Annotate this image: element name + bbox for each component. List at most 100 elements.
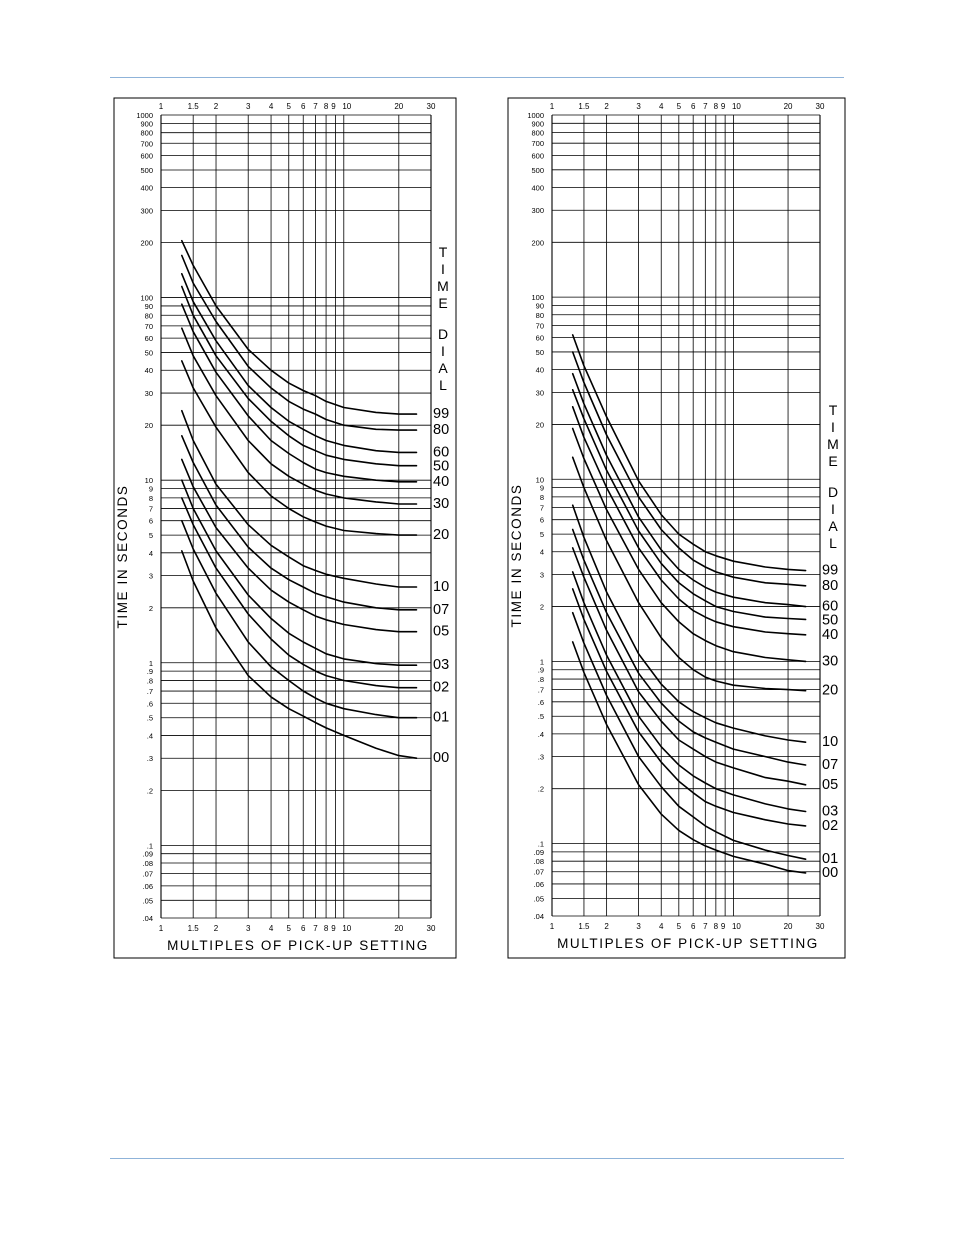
curve-50 bbox=[181, 285, 418, 467]
y-tick-label: 300 bbox=[531, 206, 544, 215]
y-tick-label: .9 bbox=[147, 667, 153, 676]
y-tick-label: 200 bbox=[140, 239, 153, 248]
y-tick-label: .04 bbox=[143, 914, 153, 923]
dial-title-letter: T bbox=[829, 402, 838, 418]
y-tick-label: 50 bbox=[145, 349, 153, 358]
x-tick-label-bottom: 3 bbox=[636, 922, 641, 931]
curve-label-30: 30 bbox=[433, 496, 449, 512]
y-tick-label: 800 bbox=[140, 129, 153, 138]
y-tick-label: 30 bbox=[145, 389, 153, 398]
y-tick-label: 10 bbox=[536, 475, 544, 484]
y-tick-label: 7 bbox=[540, 503, 544, 512]
curve-label-00: 00 bbox=[822, 865, 838, 881]
x-tick-label-top: 2 bbox=[214, 102, 219, 111]
curve-00 bbox=[571, 641, 807, 874]
y-tick-label: .08 bbox=[534, 857, 544, 866]
y-tick-label: .2 bbox=[147, 786, 153, 795]
curves bbox=[571, 334, 807, 874]
curve-label-01: 01 bbox=[822, 851, 838, 867]
y-tick-label: 9 bbox=[149, 485, 153, 494]
dial-title-letter: M bbox=[437, 278, 449, 294]
x-tick-label-top: 3 bbox=[246, 102, 251, 111]
dial-title-letter: D bbox=[438, 326, 448, 342]
y-tick-label: .8 bbox=[147, 676, 153, 685]
curve-20 bbox=[181, 360, 418, 536]
curve-80 bbox=[571, 351, 807, 587]
y-tick-label: 300 bbox=[140, 206, 153, 215]
curve-label-07: 07 bbox=[433, 602, 449, 618]
x-tick-label-top: 1.5 bbox=[188, 102, 200, 111]
curve-label-20: 20 bbox=[822, 683, 838, 699]
curve-02 bbox=[181, 497, 418, 689]
y-tick-label: 5 bbox=[149, 531, 153, 540]
y-tick-label: .07 bbox=[534, 868, 544, 877]
y-tick-label: .6 bbox=[147, 699, 153, 708]
curve-label-02: 02 bbox=[822, 818, 838, 834]
y-tick-label: 30 bbox=[536, 388, 544, 397]
dial-title-letter: D bbox=[828, 484, 838, 500]
x-tick-label-bottom: 30 bbox=[816, 922, 825, 931]
x-tick-label-bottom: 5 bbox=[287, 924, 292, 933]
curve-label-50: 50 bbox=[822, 613, 838, 629]
y-tick-label: 60 bbox=[536, 334, 544, 343]
x-tick-label-bottom: 2 bbox=[604, 922, 609, 931]
x-tick-label-bottom: 5 bbox=[677, 922, 682, 931]
y-tick-label: 20 bbox=[536, 420, 544, 429]
y-tick-label: 70 bbox=[536, 321, 544, 330]
y-tick-label: 3 bbox=[149, 572, 153, 581]
y-tick-label: 50 bbox=[536, 348, 544, 357]
y-tick-label: 70 bbox=[145, 322, 153, 331]
curve-label-10: 10 bbox=[822, 734, 838, 750]
curve-60 bbox=[571, 372, 807, 608]
y-tick-label: 900 bbox=[531, 119, 544, 128]
y-tick-label: 80 bbox=[145, 311, 153, 320]
x-tick-label-top: 10 bbox=[342, 102, 351, 111]
chart-frame bbox=[113, 97, 457, 959]
x-tick-label-top: 5 bbox=[677, 102, 682, 111]
y-tick-label: .1 bbox=[147, 841, 153, 850]
y-tick-label: 1000 bbox=[527, 111, 544, 120]
y-tick-label: 80 bbox=[536, 311, 544, 320]
y-tick-label: .06 bbox=[534, 880, 544, 889]
curve-label-40: 40 bbox=[822, 627, 838, 643]
curve-label-07: 07 bbox=[822, 757, 838, 773]
curve-07 bbox=[571, 528, 807, 766]
y-tick-label: 1000 bbox=[136, 111, 153, 120]
x-tick-label-bottom: 3 bbox=[246, 924, 251, 933]
x-tick-label-bottom: 9 bbox=[721, 922, 726, 931]
curve-label-30: 30 bbox=[822, 653, 838, 669]
x-axis-label: MULTIPLES OF PICK-UP SETTING bbox=[557, 936, 819, 951]
curve-80 bbox=[181, 254, 418, 431]
y-tick-label: 40 bbox=[536, 366, 544, 375]
x-tick-label-top: 30 bbox=[816, 102, 825, 111]
x-tick-label-bottom: 1.5 bbox=[188, 924, 200, 933]
curve-label-99: 99 bbox=[822, 563, 838, 579]
x-tick-label-top: 7 bbox=[703, 102, 708, 111]
y-axis-label: TIME IN SECONDS bbox=[115, 484, 130, 628]
y-tick-label: .6 bbox=[538, 698, 544, 707]
grid bbox=[551, 114, 821, 917]
curve-label-03: 03 bbox=[822, 803, 838, 819]
y-axis-label: TIME IN SECONDS bbox=[509, 483, 524, 627]
x-tick-label-top: 10 bbox=[732, 102, 741, 111]
x-tick-label-top: 1 bbox=[159, 102, 164, 111]
y-tick-label: 800 bbox=[531, 129, 544, 138]
dial-title-letter: M bbox=[827, 436, 839, 452]
y-tick-label: 60 bbox=[145, 334, 153, 343]
y-tick-label: 7 bbox=[149, 504, 153, 513]
y-tick-label: 1 bbox=[149, 659, 153, 668]
curve-60 bbox=[181, 273, 418, 454]
dial-title-letter: A bbox=[828, 518, 838, 534]
y-tick-label: .5 bbox=[147, 714, 153, 723]
y-tick-label: .05 bbox=[534, 894, 544, 903]
curve-07 bbox=[181, 434, 418, 611]
curve-10 bbox=[571, 504, 807, 744]
y-tick-label: 100 bbox=[140, 294, 153, 303]
x-tick-label-bottom: 1.5 bbox=[578, 922, 590, 931]
dial-title-letter: I bbox=[441, 261, 445, 277]
y-tick-label: 8 bbox=[149, 494, 153, 503]
curve-99 bbox=[571, 334, 807, 572]
curve-label-00: 00 bbox=[433, 750, 449, 766]
y-tick-label: .7 bbox=[538, 686, 544, 695]
x-tick-label-top: 8 bbox=[324, 102, 329, 111]
